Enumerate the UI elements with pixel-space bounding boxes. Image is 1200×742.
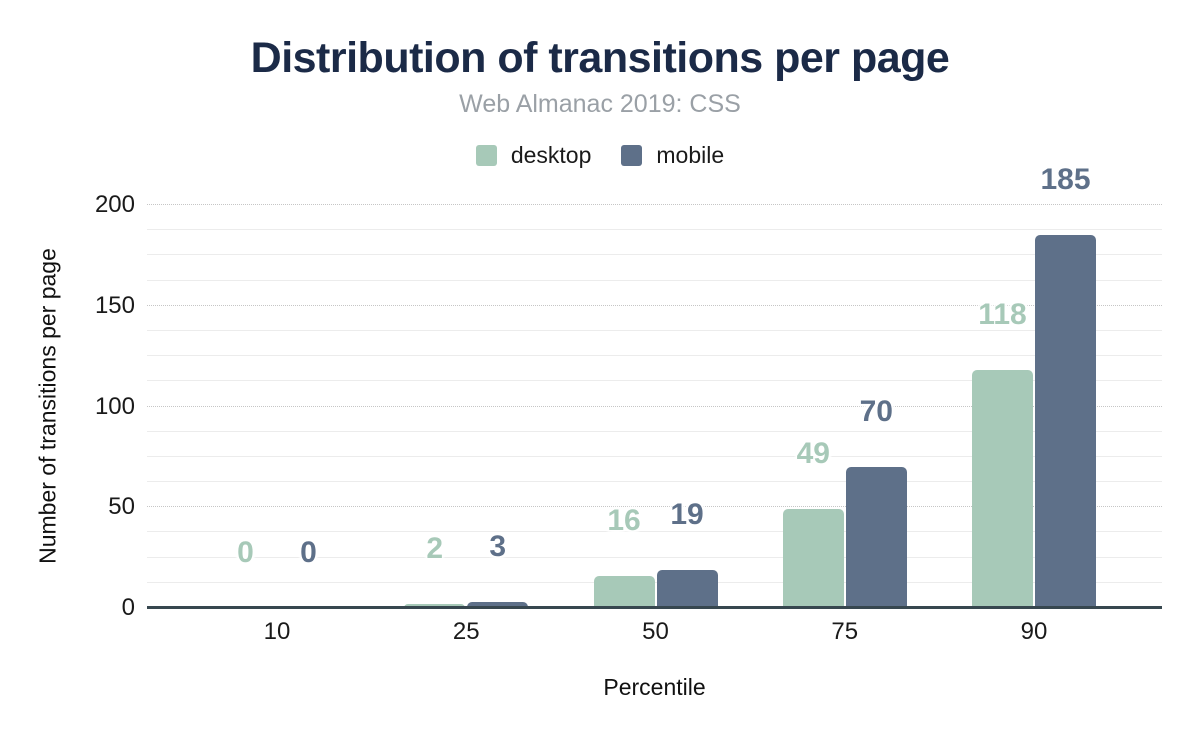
minor-gridline-112.5: [147, 380, 1162, 382]
legend-swatch-desktop: [475, 145, 497, 166]
major-gridline-150: [147, 304, 1162, 306]
legend-label-mobile: mobile: [656, 142, 725, 168]
minor-gridline-12.5: [147, 581, 1162, 583]
bar-label-mobile-p75: 70: [859, 395, 893, 428]
bar-label-mobile-p25: 3: [489, 530, 507, 563]
legend-label-desktop: desktop: [510, 142, 592, 168]
bar-label-mobile-p50: 19: [670, 498, 704, 531]
legend-item-desktop: desktop: [475, 142, 592, 169]
minor-gridline-187.5: [147, 229, 1162, 231]
bar-desktop-p90: [972, 370, 1033, 608]
bar-desktop-p50: [593, 576, 655, 608]
bar-label-mobile-p90: 185: [1040, 163, 1091, 196]
major-gridline-100: [147, 405, 1162, 407]
legend-item-mobile: mobile: [621, 142, 724, 169]
x-tick-label-50: 50: [642, 618, 669, 645]
legend-swatch-mobile: [621, 145, 643, 166]
bar-label-desktop-p75: 49: [796, 437, 830, 470]
minor-gridline-37.5: [147, 531, 1162, 533]
x-tick-label-25: 25: [452, 618, 480, 645]
x-tick-label-75: 75: [831, 618, 859, 645]
plot-area: 0 2 16 49 118 0 3 19 70 185: [147, 163, 1162, 609]
bar-label-mobile-p10: 0: [300, 536, 317, 569]
minor-gridline-25: [147, 556, 1162, 558]
y-tick-label-100: 100: [94, 392, 135, 420]
bar-desktop-p75: [782, 509, 844, 608]
bar-mobile-p50: [656, 570, 718, 608]
major-gridline-200: [147, 204, 1162, 205]
bar-label-desktop-p50: 16: [607, 504, 641, 537]
bar-label-desktop-p90: 118: [978, 298, 1027, 331]
bar-label-desktop-p10: 0: [237, 536, 254, 569]
x-tick-label-90: 90: [1020, 618, 1048, 645]
x-axis-baseline: [147, 606, 1162, 609]
minor-gridline-137.5: [147, 329, 1162, 331]
bar-mobile-p75: [845, 467, 907, 608]
major-gridline-50: [147, 506, 1162, 508]
minor-gridline-175: [147, 254, 1162, 256]
chart-title: Distribution of transitions per page: [250, 34, 950, 82]
minor-gridline-62.5: [147, 481, 1162, 483]
minor-gridline-87.5: [147, 430, 1162, 432]
minor-gridline-75: [147, 455, 1162, 457]
legend: desktop mobile: [0, 142, 1200, 169]
minor-gridline-125: [147, 355, 1162, 357]
chart-subtitle: Web Almanac 2019: CSS: [459, 90, 741, 118]
bar-mobile-p25: [467, 602, 529, 608]
bar-label-desktop-p25: 2: [426, 532, 444, 565]
y-tick-label-50: 50: [108, 493, 135, 521]
bar-mobile-p90: [1035, 235, 1096, 608]
x-tick-label-10: 10: [263, 618, 291, 645]
y-tick-label-150: 150: [94, 291, 135, 319]
y-tick-label-0: 0: [121, 594, 135, 621]
x-axis-title: Percentile: [603, 674, 706, 700]
minor-gridline-162.5: [147, 279, 1162, 281]
y-tick-label-200: 200: [94, 191, 135, 218]
